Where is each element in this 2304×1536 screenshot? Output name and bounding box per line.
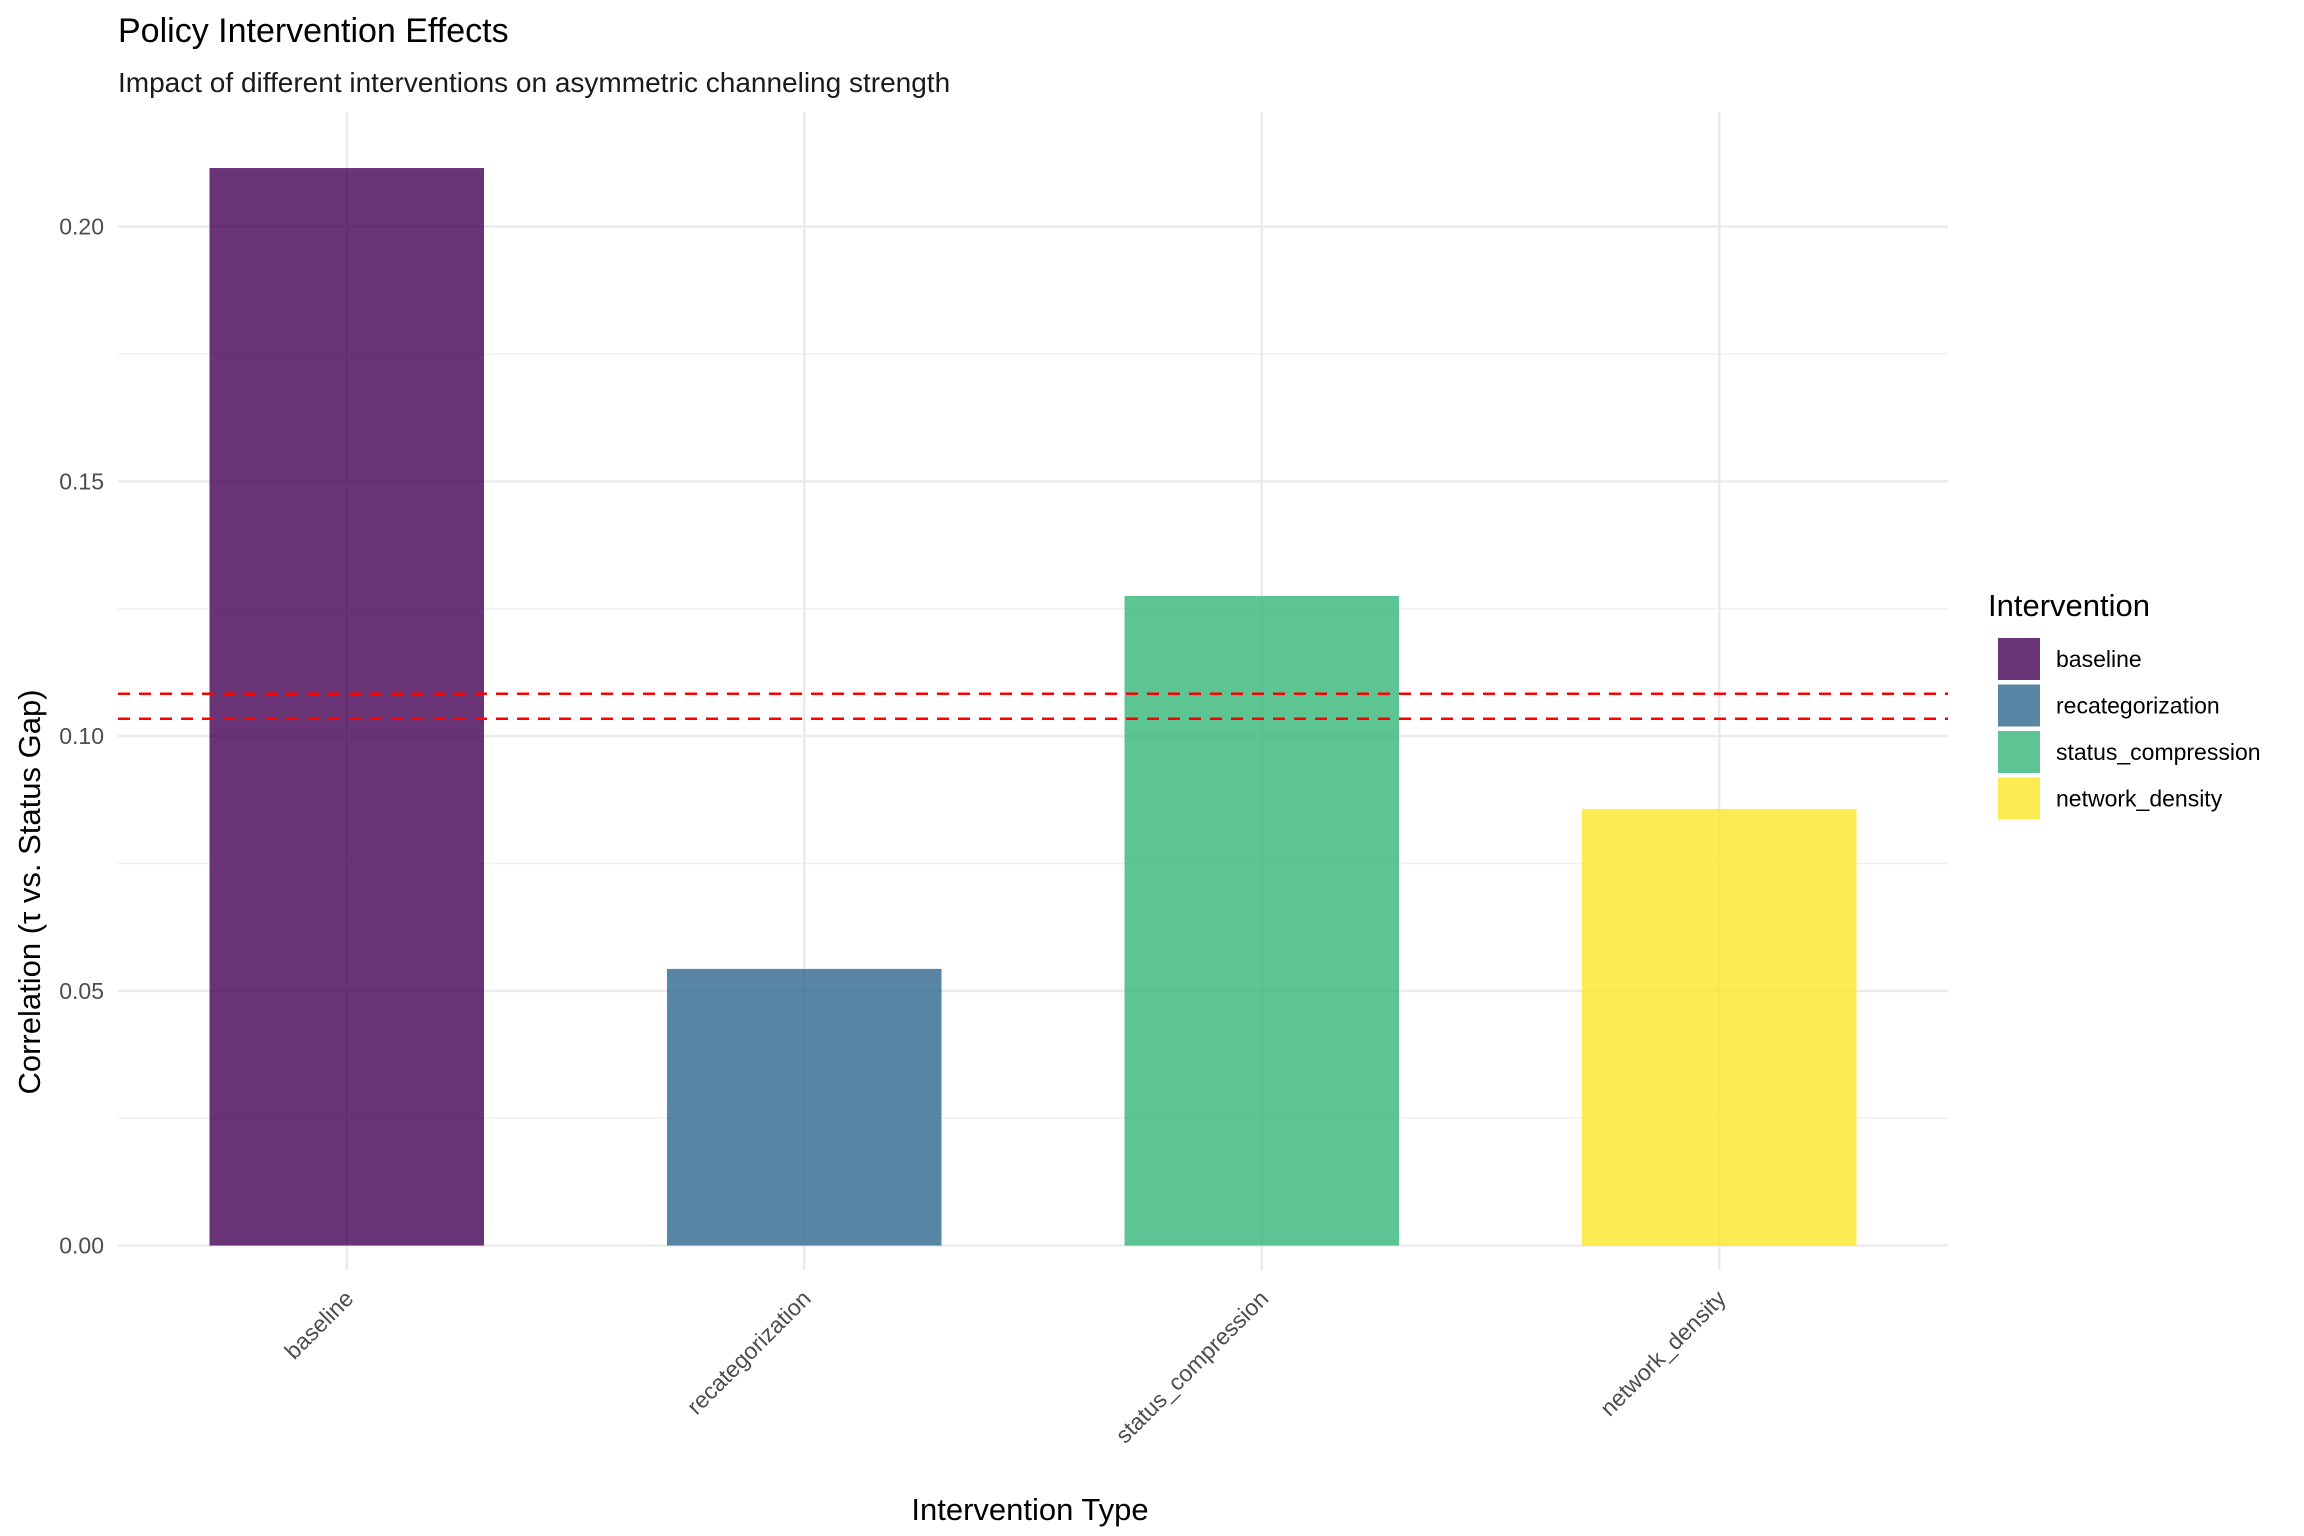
y-axis-ticks: 0.00 0.05 0.10 0.15 0.20	[59, 214, 104, 1259]
x-tick-label: network_density	[1595, 1285, 1731, 1421]
x-tick-label: recategorization	[682, 1285, 816, 1419]
legend: Intervention baseline recategorization sta…	[1988, 588, 2261, 820]
x-axis-label: Intervention Type	[911, 1492, 1148, 1527]
x-tick-label: status_compression	[1110, 1285, 1273, 1448]
bar-baseline	[209, 168, 484, 1246]
y-tick-label: 0.05	[59, 978, 104, 1004]
chart-title: Policy Intervention Effects	[118, 12, 509, 50]
bar-network_density	[1582, 808, 1857, 1246]
legend-key-network_density	[1998, 777, 2040, 820]
legend-label: network_density	[2056, 786, 2223, 812]
legend-label: recategorization	[2056, 693, 2220, 719]
y-tick-label: 0.15	[59, 468, 104, 494]
plot-area	[118, 112, 1948, 1270]
x-axis-ticks: baseline recategorization status_compressi…	[279, 1285, 1731, 1448]
legend-key-status_compression	[1998, 731, 2040, 773]
legend-items: baseline recategorization status_compressi…	[1998, 638, 2261, 820]
x-tick-label: baseline	[279, 1285, 358, 1364]
legend-key-baseline	[1998, 638, 2040, 680]
y-axis-label: Correlation (τ vs. Status Gap)	[12, 689, 47, 1094]
y-tick-label: 0.20	[59, 214, 104, 240]
bar-recategorization	[667, 968, 942, 1246]
legend-key-recategorization	[1998, 684, 2040, 727]
y-tick-label: 0.10	[59, 723, 104, 749]
legend-title: Intervention	[1988, 588, 2150, 623]
chart-subtitle: Impact of different interventions on asy…	[118, 67, 950, 98]
bar-status_compression	[1124, 595, 1399, 1246]
bars	[209, 168, 1857, 1246]
y-tick-label: 0.00	[59, 1233, 104, 1259]
legend-label: status_compression	[2056, 739, 2261, 765]
legend-label: baseline	[2056, 646, 2142, 672]
reference-lines	[118, 692, 1948, 721]
